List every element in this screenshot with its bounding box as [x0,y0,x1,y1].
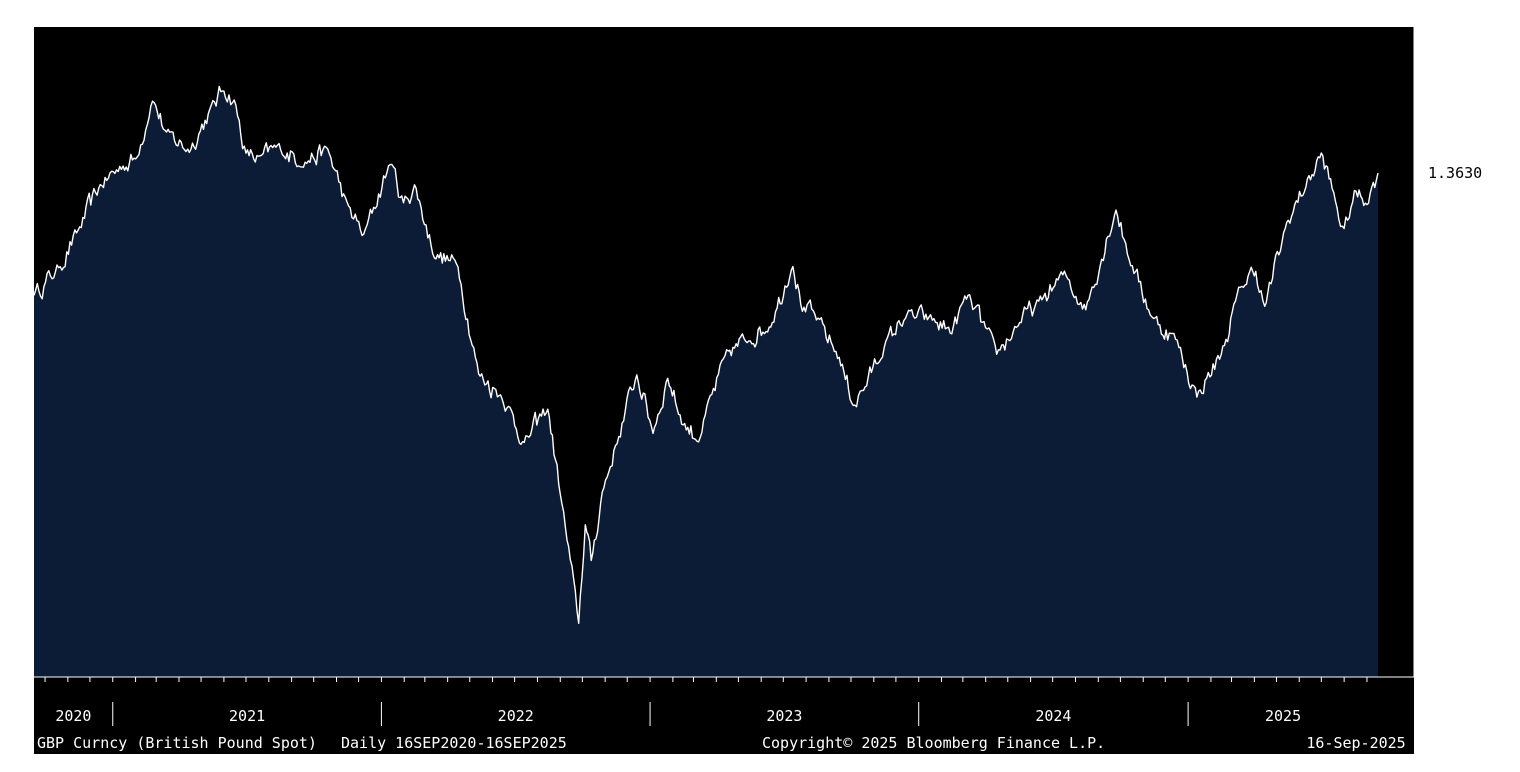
x-tick-label: 2021 [229,707,265,725]
last-value-label: 1.3630 [1428,164,1482,182]
y-tick-label: 1.0500 [1424,645,1478,663]
x-tick-label: 2024 [1035,707,1071,725]
footer-security: GBP Curncy (British Pound Spot) [37,734,317,752]
x-tick-label: 2023 [766,707,802,725]
footer-period: Daily 16SEP2020-16SEP2025 [341,734,567,752]
y-axis: 1.4500 1.4000 1.3500 1.3000 1.2500 1.2000 1.15… [1413,27,1478,677]
footer-timestamp: 16-Sep-2025 07:09:15 [1306,734,1487,752]
last-value-badge: 1.3630 [1418,162,1488,183]
y-tick-label: 1.2500 [1424,338,1478,356]
y-tick-label: 1.3500 [1424,184,1478,202]
footer-copyright: Copyright© 2025 Bloomberg Finance L.P. [762,734,1105,752]
x-tick-label: 2025 [1265,707,1301,725]
plot-area [33,85,1379,677]
footer: GBP Curncy (British Pound Spot) Daily 16… [37,734,1487,752]
y-tick-label: 1.4000 [1424,107,1478,125]
series-area-fill [34,86,1378,677]
y-tick-label: 1.1000 [1424,568,1478,586]
y-tick-label: 1.4500 [1424,30,1478,48]
y-tick-label: 1.1500 [1424,491,1478,509]
x-axis: 2020 2021 2022 2023 2024 2025 [34,676,1414,726]
series-line [33,85,1379,624]
x-tick-label: 2020 [55,707,91,725]
y-tick-label: 1.3000 [1424,261,1478,279]
y-tick-label: 1.2000 [1424,414,1478,432]
x-tick-label: 2022 [498,707,534,725]
last-value-badge-shape [1418,162,1488,183]
